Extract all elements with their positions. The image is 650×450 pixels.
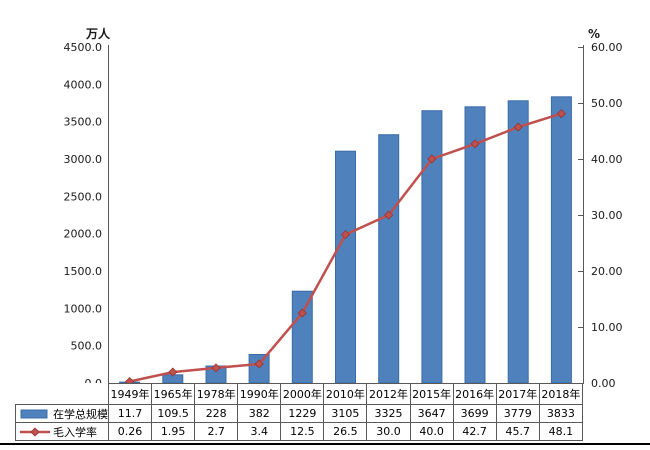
left-axis-tick-label: 4000.0 xyxy=(64,78,103,91)
value-cell: 382 xyxy=(237,404,282,423)
year-header-row: 1949年 1965年 1978年 1990年 2000年 2010年 2012年 2015年… xyxy=(16,383,584,405)
left-axis-tick-label: 1000.0 xyxy=(64,302,103,315)
data-table: 1949年 1965年 1978年 1990年 2000年 2010年 2012年 2015年… xyxy=(15,383,584,441)
value-cell: 45.7 xyxy=(495,422,540,441)
bar-2010年 xyxy=(335,150,356,384)
right-axis-tick-label: 60.00 xyxy=(591,41,623,54)
line-marker-2000年 xyxy=(297,308,307,318)
value-cell: 30.0 xyxy=(366,422,411,441)
value-cell: 3779 xyxy=(495,404,540,423)
value-cell: 11.7 xyxy=(107,404,153,423)
left-axis-tick-label: 1500.0 xyxy=(64,265,103,278)
legend-entry: 在学总规模 xyxy=(20,406,108,422)
year-header-cell: 2012年 xyxy=(366,383,411,405)
value-cell: 48.1 xyxy=(538,422,584,441)
left-axis-tick-label: 2500.0 xyxy=(64,190,103,203)
line-marker-2018年 xyxy=(556,109,566,119)
year-header-cell: 2000年 xyxy=(280,383,325,405)
line-marker-1978年 xyxy=(211,363,221,373)
legend-label: 在学总规模 xyxy=(53,407,108,421)
line-marker-1965年 xyxy=(168,367,178,377)
value-cell: 3.4 xyxy=(237,422,282,441)
value-cell: 3833 xyxy=(538,404,584,423)
data-table-body: 1949年 1965年 1978年 1990年 2000年 2010年 2012年 2015年… xyxy=(15,383,584,441)
value-cell: 1229 xyxy=(280,404,325,423)
right-axis-tick-label: 40.00 xyxy=(591,153,623,166)
year-header-cell: 1965年 xyxy=(151,383,196,405)
year-header-cell: 2018年 xyxy=(538,383,584,405)
right-axis-tick-label: 20.00 xyxy=(591,265,623,278)
bar-2000年 xyxy=(291,290,313,384)
value-cell: 228 xyxy=(194,404,239,423)
value-cell: 3325 xyxy=(366,404,411,423)
bar-2015年 xyxy=(421,110,443,384)
left-axis-tick-label: 2000.0 xyxy=(64,228,103,241)
line-marker-2016年 xyxy=(470,139,480,149)
line-marker-1990年 xyxy=(254,359,264,369)
value-cell: 42.7 xyxy=(452,422,497,441)
year-header-cell: 1990年 xyxy=(237,383,282,405)
value-cell: 3647 xyxy=(409,404,454,423)
line-marker-2017年 xyxy=(513,122,523,132)
value-cell: 40.0 xyxy=(409,422,454,441)
left-axis-tick-label: 3000.0 xyxy=(64,153,103,166)
bar-swatch xyxy=(20,409,48,418)
bar-2012年 xyxy=(378,134,400,384)
value-cell: 26.5 xyxy=(323,422,368,441)
left-axis-tick-label: 500.0 xyxy=(71,340,103,353)
year-header-cell: 1978年 xyxy=(194,383,239,405)
bar-1990年 xyxy=(248,354,270,384)
legend-entry: 毛入学率 xyxy=(20,424,97,440)
legend-label: 毛入学率 xyxy=(53,425,97,439)
right-axis-title: % xyxy=(588,27,600,41)
table-corner-cell xyxy=(16,384,109,405)
value-cell: 3105 xyxy=(323,404,368,423)
value-cell: 2.7 xyxy=(194,422,239,441)
year-header-cell: 1949年 xyxy=(107,383,153,405)
line-marker-2012年 xyxy=(384,210,394,220)
left-axis-title: 万人 xyxy=(85,26,111,41)
value-cell: 0.26 xyxy=(107,422,153,441)
left-axis-tick-label: 3500.0 xyxy=(64,116,103,129)
legend-cell-enrollment: 在学总规模 xyxy=(15,404,109,423)
table-row: 毛入学率 0.26 1.95 2.7 3.4 12.5 26.5 30.0 40.0 42.7 45… xyxy=(15,422,584,441)
line-marker-2015年 xyxy=(427,154,437,164)
table-row: 在学总规模 11.7 109.5 228 382 1229 3105 3325 3647 3699… xyxy=(15,404,584,423)
bar-series-layer xyxy=(119,96,572,384)
year-header-cell: 2010年 xyxy=(323,383,368,405)
value-cell: 1.95 xyxy=(151,422,196,441)
left-axis-tick-label: 4500.0 xyxy=(64,41,103,54)
year-header-cell: 2015年 xyxy=(409,383,454,405)
marker-swatch xyxy=(30,426,40,437)
legend-cell-rate: 毛入学率 xyxy=(15,422,109,441)
bar-swatch-icon xyxy=(20,409,48,418)
right-axis-tick-label: 50.00 xyxy=(591,97,623,110)
right-axis-tick-label: 10.00 xyxy=(591,321,623,334)
right-axis-tick-label: 30.00 xyxy=(591,209,623,222)
value-cell: 3699 xyxy=(452,404,497,423)
bottom-rule xyxy=(0,443,650,445)
bar-2017年 xyxy=(507,100,529,384)
value-cell: 12.5 xyxy=(280,422,325,441)
bar-2018年 xyxy=(550,96,572,384)
value-cell: 109.5 xyxy=(151,404,196,423)
year-header-cell: 2017年 xyxy=(495,383,540,405)
line-swatch-icon xyxy=(20,426,50,437)
year-header-cell: 2016年 xyxy=(452,383,497,405)
line-marker-2010年 xyxy=(340,230,351,240)
right-axis-tick-label: 0.00 xyxy=(591,377,616,390)
